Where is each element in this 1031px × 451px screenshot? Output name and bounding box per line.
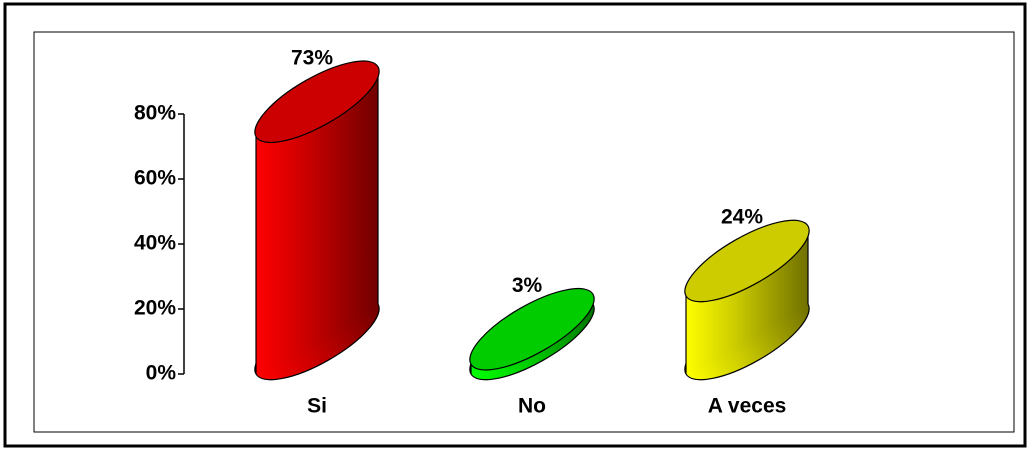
y-tick-label: 0% [146, 362, 177, 385]
x-tick-label: A veces [708, 395, 787, 418]
plot-frame [33, 31, 1015, 433]
cylinder [254, 60, 380, 381]
x-tick-label: No [518, 395, 546, 418]
bar [256, 66, 378, 374]
cylinder-top [469, 287, 595, 371]
y-tick-label: 80% [134, 102, 176, 125]
value-label: 73% [291, 46, 333, 69]
cylinder-top [684, 219, 810, 303]
value-label: 24% [721, 206, 763, 229]
y-tick-label: 60% [134, 167, 176, 190]
cylinder-top [254, 60, 380, 144]
y-tick-label: 40% [134, 232, 176, 255]
y-tick-label: 20% [134, 297, 176, 320]
value-label: 3% [512, 274, 543, 297]
cylinder [469, 287, 595, 381]
cylinder [684, 219, 810, 381]
x-tick-label: Si [307, 395, 327, 418]
